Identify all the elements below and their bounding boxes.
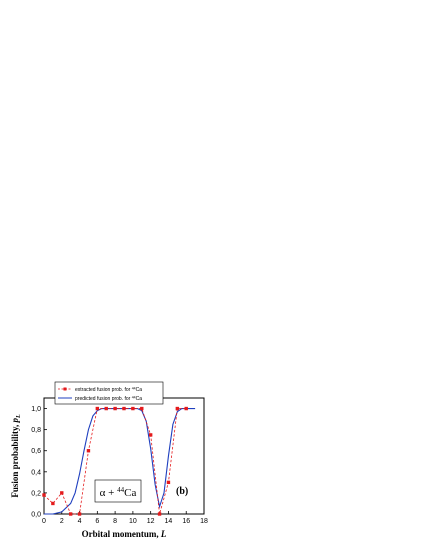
x-tick-label: 2 [60,518,64,525]
series-extracted-point [166,480,171,485]
series-extracted-point [60,491,64,495]
y-tick-label: 0,4 [31,469,41,476]
series-extracted-point [157,512,162,516]
series-extracted-point [148,433,153,437]
x-tick-label: 16 [182,518,190,525]
axis-ticks: 0 2 4 6 8 10 12 14 16 18 0,0 0,2 0,4 0,6 0,8 1,0 [31,406,208,525]
x-tick-label: 8 [113,518,117,525]
legend-predicted-label: predicted fusion prob. for 44Ca [75,396,142,403]
series-extracted-point [175,406,180,411]
y-tick-label: 0,0 [31,512,41,519]
reaction-label-box [94,479,142,503]
y-tick-label: 0,2 [31,490,41,497]
series-extracted-point [86,449,91,453]
legend: extracted fusion prob. for 44Ca predicte… [54,381,164,405]
series-extracted-point [51,501,55,506]
series-layer [42,406,196,516]
y-tick-label: 0,8 [31,427,41,434]
legend-box [54,381,164,405]
series-extracted-point [95,406,100,411]
series-extracted-point [42,493,46,497]
x-tick-label: 14 [165,518,173,525]
y-tick-label: 0,6 [31,448,41,455]
series-extracted-point [184,406,188,411]
series-extracted-point [131,406,135,411]
series-extracted-point [113,406,117,411]
series-extracted-point [77,512,82,516]
panel-label: (b) [176,486,188,497]
y-tick-label: 1,0 [31,406,41,413]
x-tick-label: 18 [200,518,208,525]
x-tick-label: 0 [42,518,46,525]
x-tick-label: 6 [95,518,99,525]
legend-extracted-label: extracted fusion prob. for 44Ca [75,387,142,394]
x-tick-label: 12 [147,518,155,525]
legend-extracted-marker [63,387,67,391]
series-extracted-point [68,512,73,516]
reaction-label: α + 44Ca [100,486,137,499]
series-extracted-point [140,406,144,411]
x-tick-label: 4 [78,518,82,525]
x-axis-title: Orbital momentum, L [82,529,167,539]
y-axis-title: Fusion probability, pL [10,414,22,498]
series-extracted-point [104,406,108,411]
x-tick-label: 10 [129,518,137,525]
series-extracted-point [122,406,126,411]
